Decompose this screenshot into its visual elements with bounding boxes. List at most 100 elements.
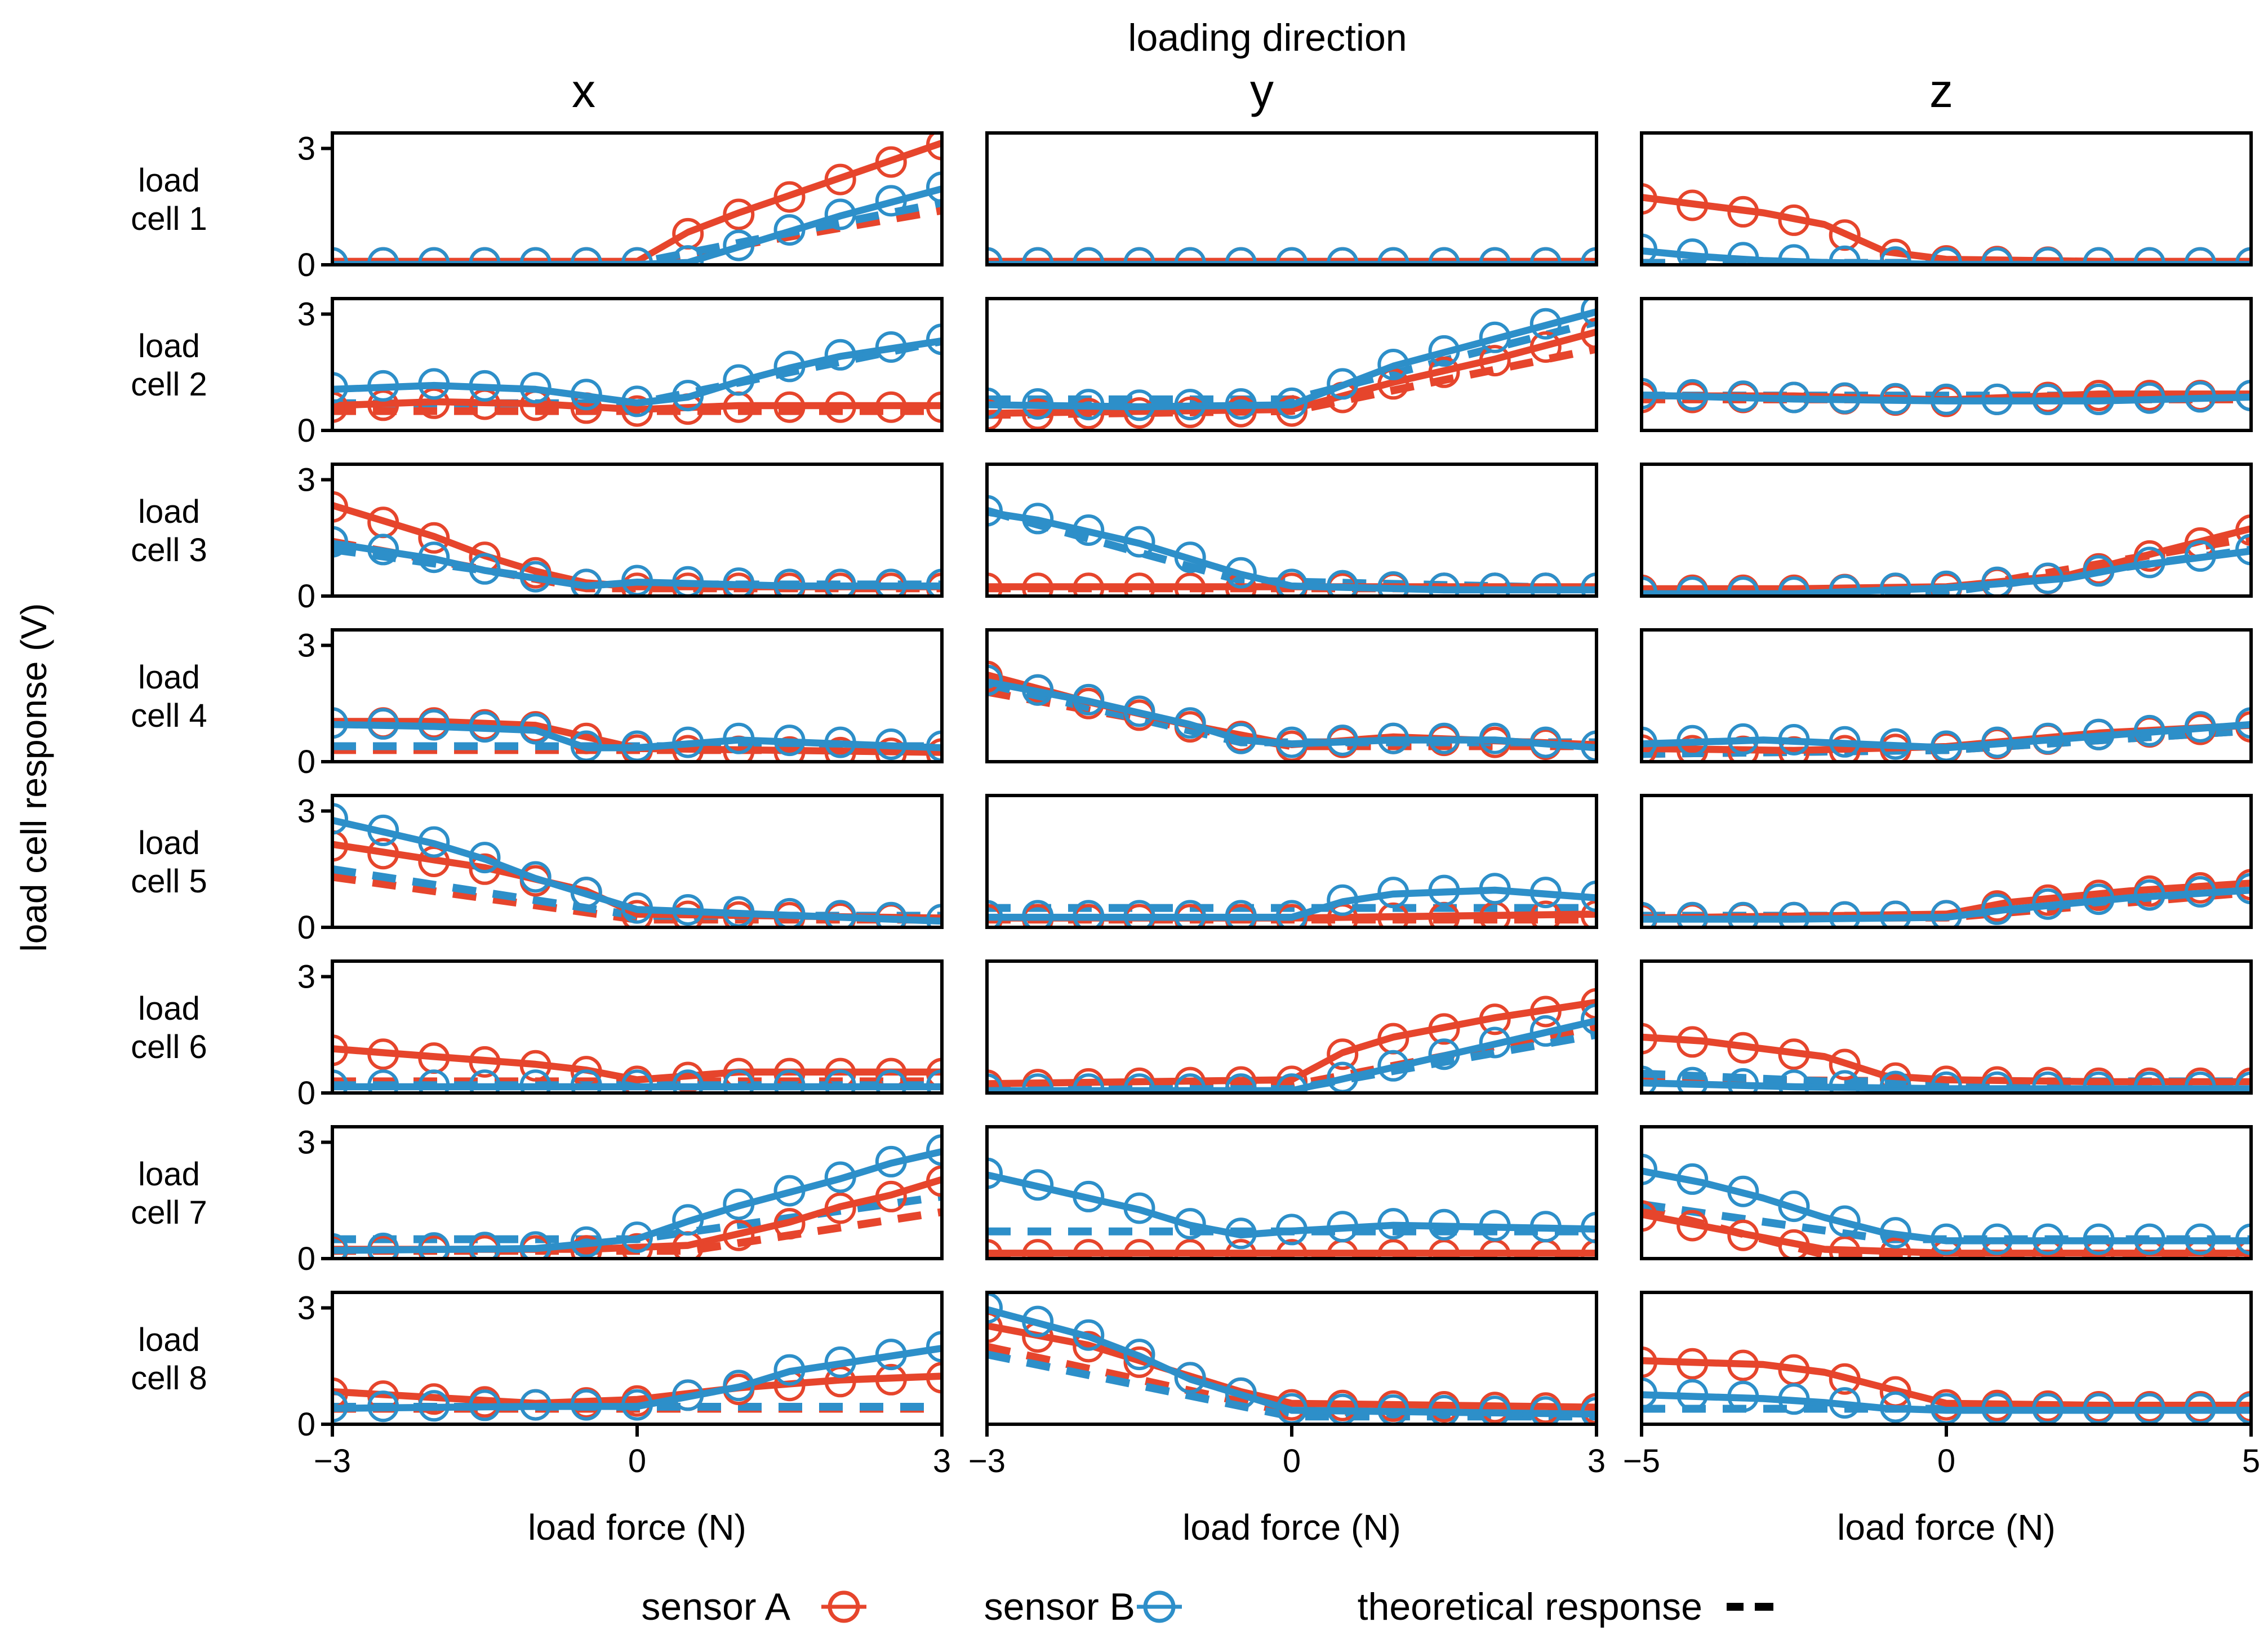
sensor-b-line-marker (1981, 1223, 2013, 1255)
sensor-b-line-marker (773, 568, 806, 596)
x-axis-label: load force (N) (1837, 1507, 2056, 1548)
sensor-b-line-marker (2184, 1223, 2216, 1255)
legend-sensor-b-label: sensor B (984, 1585, 1135, 1628)
sensor-a-line-marker (1276, 1065, 1308, 1093)
sensor-b-line-marker (367, 1390, 399, 1423)
sensor-a-line-marker (987, 1239, 1003, 1259)
sensor-b-line-marker (875, 901, 907, 927)
panel-cell5-z (1640, 794, 2253, 929)
sensor-b-line-marker (469, 711, 501, 743)
sensor-b-line-marker (2235, 1223, 2251, 1255)
legend-sensor-b-swatch (1137, 1590, 1182, 1623)
sensor-b-line-marker (1642, 1065, 1657, 1093)
sensor-b-line-marker (1931, 570, 1962, 596)
sensor-a-repeat-line (1642, 879, 2251, 919)
sensor-a-line-marker (1377, 902, 1409, 927)
sensor-b-repeat-line (987, 681, 1597, 752)
panel-frame (985, 959, 1598, 1095)
row-label-line1: load (138, 990, 200, 1027)
sensor-a-line-marker (1642, 1023, 1657, 1055)
sensor-b-repeat-line (1642, 1082, 2251, 1092)
panel-cell4-x: 03 (297, 628, 944, 780)
sensor-b-line-marker (1073, 900, 1105, 927)
sensor-b-line-marker (418, 368, 450, 400)
sensor-a-line-marker (1642, 734, 1657, 762)
sensor-a-line-marker (824, 391, 856, 423)
sensor-b-line (1642, 1391, 2251, 1411)
row-label-line1: load (138, 1156, 200, 1193)
sensor-a-line-marker (1022, 572, 1054, 596)
sensor-b-line-marker (2133, 1071, 2165, 1093)
sensor-b-line-marker (723, 722, 755, 754)
sensor-b-line-marker (1276, 726, 1308, 758)
sensor-b-line-marker (2184, 1071, 2216, 1093)
legend-sensor-a-marker (828, 1590, 860, 1623)
sensor-a-line-marker (367, 1038, 399, 1070)
sensor-b-line-marker (519, 713, 552, 745)
sensor-a-line (332, 1179, 942, 1253)
sensor-b-line-marker (1829, 1070, 1861, 1093)
sensor-b-line-marker (2083, 718, 2115, 750)
panel-plot-area (987, 299, 1597, 430)
sensor-b-line-marker (926, 730, 942, 762)
x-tick-label: −3 (968, 1443, 1006, 1479)
sensor-b-line-marker (469, 1389, 501, 1421)
sensor-a-line-marker (1642, 1346, 1657, 1378)
column-label-z: z (1929, 64, 1953, 117)
panel-cell1-y (985, 131, 1598, 266)
sensor-a-repeat-line (332, 1372, 942, 1404)
panel-frame (331, 959, 944, 1095)
sensor-b-line-marker (2235, 1393, 2251, 1424)
sensor-b-line-marker (1174, 900, 1206, 927)
sensor-b-line-marker (570, 1389, 602, 1421)
sensor-a-line-marker (926, 1057, 942, 1090)
x-tick-label: 0 (1937, 1443, 1955, 1479)
sensor-b-line-marker (519, 372, 552, 404)
panel-plot-area (1642, 869, 2251, 927)
sensor-b-repeat-line (987, 1174, 1597, 1239)
panel-plot-area (1642, 377, 2251, 417)
sensor-a-line-marker (418, 387, 450, 419)
sensor-b-line-marker (1778, 901, 1810, 927)
sensor-a-line-marker (332, 391, 348, 423)
sensor-b-line (332, 540, 942, 586)
sensor-b-line-marker (1879, 246, 1911, 265)
sensor-b-line-marker (469, 370, 501, 402)
panel-plot-area (987, 1157, 1597, 1259)
sensor-a-line-marker (1073, 398, 1105, 430)
y-tick-label: 0 (297, 247, 315, 283)
sensor-a-line-marker (332, 1377, 348, 1409)
sensor-a-line-marker (1676, 1348, 1709, 1380)
sensor-b-line-marker (1225, 900, 1257, 927)
panel-cell1-x: 03 (297, 131, 944, 283)
sensor-b-line-marker (672, 726, 704, 758)
sensor-b-line-marker (1676, 725, 1709, 757)
sensor-b-line-marker (1123, 389, 1155, 421)
panel-frame (331, 794, 944, 929)
sensor-b-line-marker (926, 1069, 942, 1093)
sensor-a-line-marker (1581, 1239, 1597, 1259)
sensor-b-line-marker (1676, 901, 1709, 927)
panel-cell7-z (1640, 1125, 2253, 1260)
sensor-b-line-marker (2133, 714, 2165, 746)
panel-plot-area (332, 1331, 942, 1423)
panel-frame (985, 463, 1598, 598)
sensor-b-line-marker (2032, 1223, 2064, 1255)
sensor-b-line-marker (2184, 876, 2216, 908)
panel-plot-area (1642, 1346, 2251, 1424)
panel-cell2-y (985, 297, 1598, 432)
row-label-line1: load (138, 162, 200, 199)
sensor-b-line-marker (1428, 572, 1460, 596)
sensor-b-line-marker (1879, 383, 1911, 415)
sensor-b-theory-line (987, 1350, 1597, 1421)
sensor-a-line-marker (1174, 572, 1206, 596)
y-tick-label: 3 (297, 462, 315, 499)
sensor-b-line-marker (987, 1292, 1003, 1324)
sensor-b-line-marker (1174, 1073, 1206, 1093)
sensor-b-line-marker (1981, 1071, 2013, 1093)
sensor-a-repeat-line (332, 139, 942, 262)
sensor-a-line-marker (926, 738, 942, 762)
sensor-b-line-marker (1727, 380, 1759, 412)
panel-plot-area (987, 988, 1597, 1093)
panel-plot-area (987, 660, 1597, 762)
